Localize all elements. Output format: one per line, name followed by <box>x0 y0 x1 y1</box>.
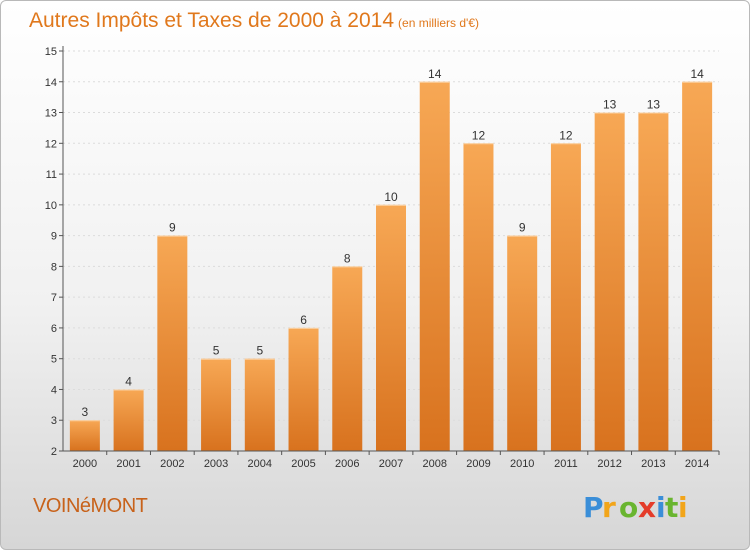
svg-text:P: P <box>583 491 604 524</box>
bar-2012 <box>594 112 625 452</box>
chart-subtitle: (en milliers d'€) <box>398 16 480 30</box>
x-tick-label: 2000 <box>73 458 97 470</box>
svg-text:x: x <box>638 491 656 524</box>
svg-text:i: i <box>678 491 688 524</box>
x-tick-label: 2013 <box>641 458 665 470</box>
x-tick-label: 2004 <box>248 458 272 470</box>
x-tick-label: 2010 <box>510 458 534 470</box>
svg-text:o: o <box>619 491 638 524</box>
proxiti-logo: P r o x i t i <box>583 491 688 524</box>
data-label: 9 <box>519 221 526 235</box>
y-tick-label: 11 <box>46 169 57 181</box>
y-tick-label: 9 <box>51 231 57 243</box>
y-tick-label: 13 <box>45 108 57 120</box>
y-tick-label: 12 <box>45 138 57 150</box>
data-label: 14 <box>428 67 442 81</box>
y-tick-label: 14 <box>45 77 57 89</box>
bar-2013 <box>638 112 669 452</box>
bar-2003 <box>201 358 232 451</box>
bar-2001 <box>113 389 144 451</box>
bar-2011 <box>550 143 581 452</box>
y-tick-label: 6 <box>51 323 57 335</box>
y-tick-label: 2 <box>51 446 57 458</box>
data-label: 4 <box>125 374 132 388</box>
bar-2005 <box>288 327 319 451</box>
x-tick-label: 2011 <box>554 458 578 470</box>
labels: 3 2000 4 2001 9 2002 5 2003 5 2004 6 2005 8 2006 10 200… <box>73 67 710 470</box>
axes: 2 3 4 5 6 7 8 9 10 11 12 13 14 15 <box>45 46 720 458</box>
x-tick-label: 2007 <box>379 458 403 470</box>
commune-name: VOINéMONT <box>33 495 148 517</box>
x-tick-label: 2012 <box>597 458 621 470</box>
data-label: 10 <box>384 190 398 204</box>
data-label: 5 <box>213 344 220 358</box>
svg-text:t: t <box>665 491 678 524</box>
bar-2004 <box>244 358 275 451</box>
bar-2014 <box>682 81 713 452</box>
x-tick-label: 2001 <box>116 458 140 470</box>
x-tick-label: 2008 <box>422 458 446 470</box>
x-tick-label: 2009 <box>466 458 490 470</box>
bar-2010 <box>507 235 538 451</box>
data-label: 14 <box>690 67 704 81</box>
x-tick-label: 2005 <box>291 458 315 470</box>
x-tick-label: 2006 <box>335 458 359 470</box>
bar-2009 <box>463 143 494 452</box>
x-tick-label: 2002 <box>160 458 184 470</box>
bar-2007 <box>376 204 406 451</box>
data-label: 13 <box>603 98 617 112</box>
data-label: 12 <box>559 128 573 142</box>
data-label: 12 <box>472 128 486 142</box>
bar-2002 <box>157 235 188 451</box>
y-tick-label: 3 <box>51 415 57 427</box>
svg-text:i: i <box>656 491 666 524</box>
y-tick-label: 7 <box>51 292 57 304</box>
data-label: 8 <box>344 251 351 265</box>
chart-title: Autres Impôts et Taxes de 2000 à 2014 (en… <box>29 9 479 33</box>
bar-2006 <box>332 266 363 451</box>
data-label: 13 <box>647 98 661 112</box>
bar-2000 <box>69 420 100 451</box>
y-tick-label: 4 <box>51 384 57 396</box>
chart-title-text: Autres Impôts et Taxes de 2000 à 2014 <box>29 9 395 32</box>
bar-2008 <box>419 81 450 452</box>
x-tick-label: 2014 <box>685 458 709 470</box>
data-label: 6 <box>300 313 307 327</box>
data-label: 5 <box>256 344 263 358</box>
bars <box>69 81 713 452</box>
x-tick-label: 2003 <box>204 458 228 470</box>
y-tick-label: 8 <box>51 261 57 273</box>
y-tick-label: 5 <box>51 354 57 366</box>
data-label: 3 <box>82 405 89 419</box>
y-tick-label: 15 <box>45 46 57 58</box>
y-tick-label: 10 <box>45 200 57 212</box>
svg-text:r: r <box>602 491 616 524</box>
data-label: 9 <box>169 221 176 235</box>
